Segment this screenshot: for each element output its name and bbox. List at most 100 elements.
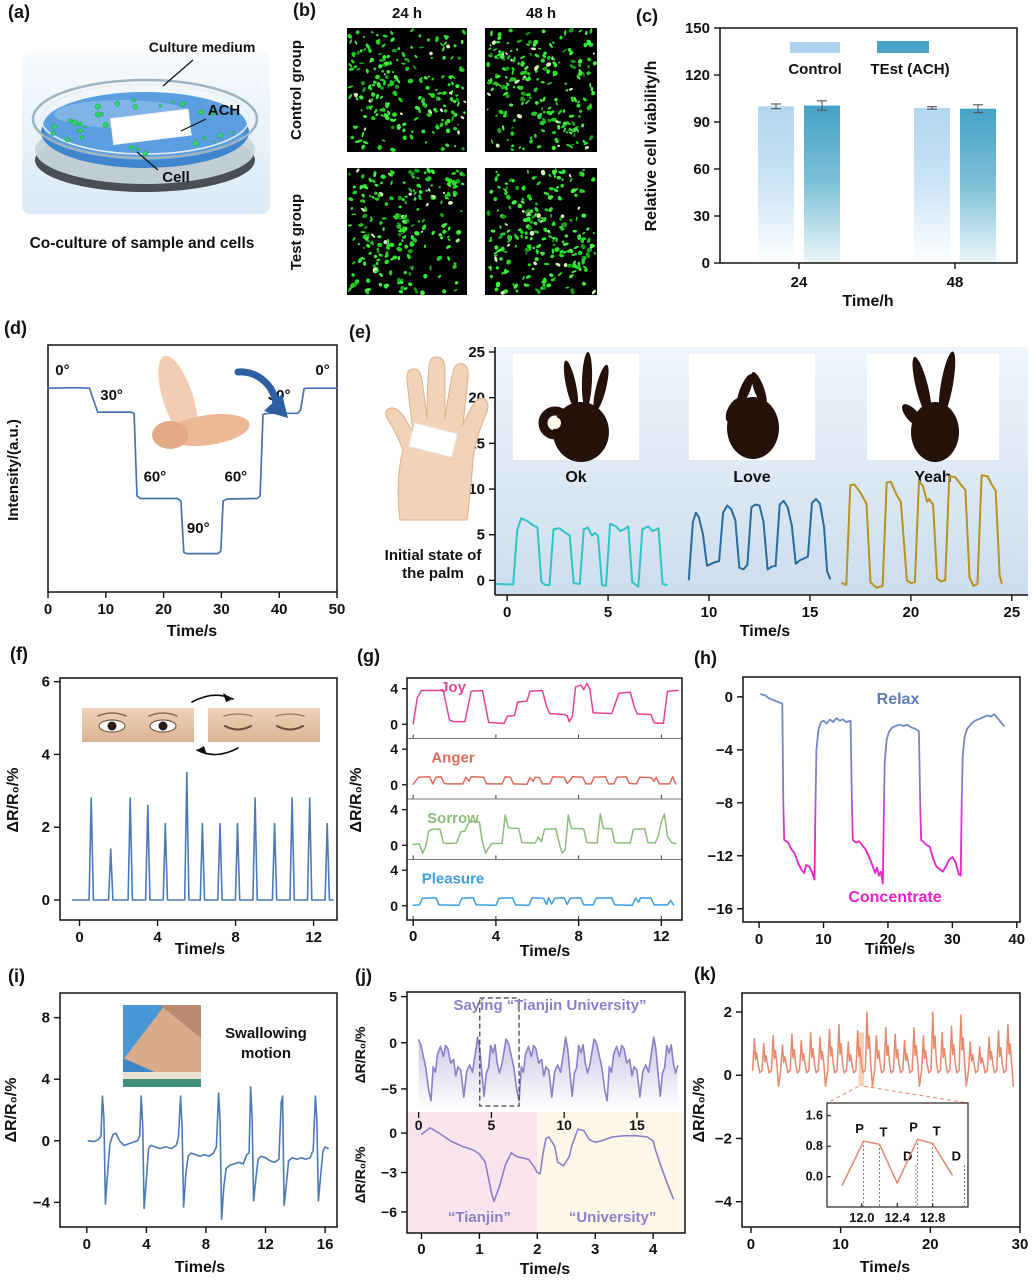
angle-annotation: 0° [315,362,329,379]
emotion-label-Pleasure: Pleasure [422,871,485,888]
y-tick-label: 5 [389,989,397,1005]
y-tick-label: 150 [685,20,710,37]
panel-d-canvas: 0 10 20 30 40 50 Time/s Intensity/(a.u.) 0° 30° 60… [5,344,345,640]
col-header-48h: 48 h [526,5,556,22]
y-tick-label: 6 [42,674,50,691]
x-tick-label: 15 [802,604,819,621]
y-tick-label: −4 [33,1194,51,1211]
wave-mark-D: D [903,1149,912,1164]
inset-x-tick: 12.4 [885,1210,911,1225]
panel-letter: (b) [293,0,316,20]
x-axis-label: Time/s [865,941,916,958]
x-tick-label: 5 [604,604,612,621]
y-tick-label: 0 [725,689,733,706]
x-tick-label: 10 [97,601,114,618]
y-tick-label: −4 [715,1194,733,1211]
y-tick-label: 0 [390,716,398,732]
x-axis-label: Time/s [520,943,571,960]
y-tick-label: 4 [390,862,398,878]
trace-Love [687,498,832,581]
y-tick-label: 0 [477,572,485,589]
legend-swatch-test [877,41,929,53]
x-tick-label: 12 [305,929,322,946]
x-tick-label: 8 [202,1236,210,1253]
wave-mark-P: P [909,1119,918,1134]
cell-label: Cell [162,169,190,186]
y-tick-label: 0 [390,837,398,853]
x-axis-label: Time/h [842,293,893,310]
panel-c: (c) 24 48 0 30 60 90 120 150 Relative cell viabi… [630,0,1033,310]
pulse-trace [751,1011,1015,1088]
tianjin-label: “Tianjin” [448,1209,511,1226]
y-tick-label: 25 [468,344,485,361]
gesture-label: Love [733,469,770,486]
panel-d: (d) 0 10 20 30 40 50 Time/s Intensity/(a.u.) 0° 3… [0,310,345,640]
x-tick-label: 0 [503,604,511,621]
x-tick-label: 20 [880,931,897,948]
plot-frame [719,27,1018,264]
panel-h-canvas: 0 −4 −8 −12 −16 0 10 20 30 40 Time/s Relax Concentra… [708,676,1025,958]
x-tick-label: 12 [257,1236,274,1253]
shape [224,725,252,731]
legend-label-control: Control [788,61,841,78]
x-tick-label: 15 [629,1117,645,1133]
y-tick-label: 8 [42,1010,50,1027]
y-tick-label: 0 [390,898,398,914]
panel-f: (f) 0 2 4 6 0 4 8 12 Time/s ΔR/R₀/% [0,640,345,960]
gesture-label: Yeah [914,469,951,486]
x-tick-label: 0 [415,1117,423,1133]
ach-sample [110,108,192,146]
panel-letter: (k) [694,964,716,984]
petri-dish-illustration [31,78,259,192]
rotation-arrow [234,368,280,408]
y-tick-label: 2 [42,819,50,836]
panel-letter: (d) [4,318,27,338]
bar-Control-48 [914,107,950,264]
panel-g-canvas: 4 0 Joy 4 0 Anger 4 0 Sorrow 4 0 Pleasure 0 4 8 12 Time/… [348,677,683,960]
inset-x-tick: 12.0 [849,1210,874,1225]
x-tick-label: 0 [409,928,417,945]
x-tick-label: 16 [317,1236,334,1253]
x-axis-label: Time/s [167,623,218,640]
panel-letter: (g) [357,646,380,666]
shape [275,713,305,717]
panel-letter: (f) [10,644,28,664]
panel-g: (g) 4 0 Joy 4 0 Anger 4 0 Sorrow 4 0 Pleasure 0 4 8 12 T… [345,640,690,960]
ach-label: ACH [208,102,241,119]
y-tick-label: 2 [724,1004,732,1021]
word-region [537,1112,685,1233]
yeah-hand-silhouette [902,351,959,462]
love-hand-silhouette [725,371,779,459]
emotion-label-Sorrow: Sorrow [427,810,479,827]
inset-x-tick: 12.8 [920,1210,945,1225]
fluorescence-image [485,168,597,295]
panel-j: (j) 5 0 −5 0 5 10 15 Saying “Tianjin University… [345,960,690,1280]
x-tick-label: 10 [556,1117,572,1133]
panel-h: (h) 0 −4 −8 −12 −16 0 10 20 30 40 Time/s Relax Conce… [690,640,1033,960]
x-tick-label: 48 [947,274,964,291]
y-tick-label: 60 [693,161,710,178]
y-tick-label: 0 [42,892,50,909]
panel-e-canvas: 05101520250510152025ΔR/R₀/%Time/sOkLoveY… [385,344,1028,640]
x-tick-label: 8 [574,928,582,945]
plot-frame [742,676,1021,923]
trace-Yeah [841,474,1003,589]
panel-letter: (j) [355,966,372,986]
x-tick-label: 20 [922,1236,939,1253]
x-tick-label: 4 [142,1236,151,1253]
panel-e: (e) 05101520250510152025ΔR/R₀/%Time/sOkL… [345,310,1033,640]
relax-concentrate-trace [760,693,1005,885]
y-tick-label: 0 [389,1035,397,1051]
y-tick-label: 90 [693,114,710,131]
fluorescence-image [485,27,597,152]
saying-annotation: Saying “Tianjin University” [453,997,646,1014]
shape [97,712,127,717]
y-axis-label: Intensity/(a.u.) [5,419,22,521]
angle-annotation: 60° [225,469,248,486]
y-tick-label: 0 [390,777,398,793]
trace-Ok [496,517,668,588]
y-tick-label: 0 [389,1125,397,1141]
shape [148,712,178,717]
eyes-closed-photo [208,708,320,742]
